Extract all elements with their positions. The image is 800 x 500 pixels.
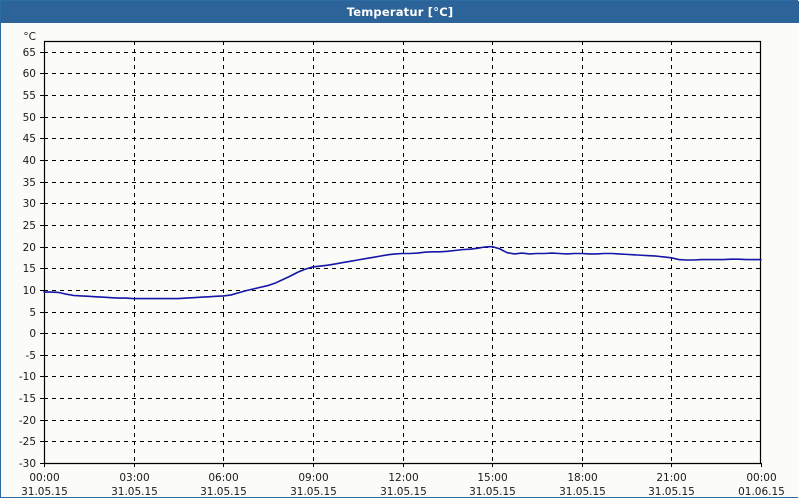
x-axis-tick-label: 12:00 <box>388 472 418 484</box>
y-axis-tick-label: 45 <box>23 133 36 145</box>
y-axis-tick-labels: 65605550454035302520151050-5-10-15-20-25… <box>19 47 36 470</box>
x-axis-tick-sublabel: 31.05.15 <box>200 486 247 497</box>
y-axis-tick-label: -30 <box>19 458 36 470</box>
y-axis-unit-label-text: °C <box>23 31 36 43</box>
axis-lines <box>43 40 762 465</box>
y-axis-unit-label: °C <box>23 31 36 43</box>
x-axis-tick-sublabel: 31.05.15 <box>648 486 695 497</box>
y-axis-tick-label: 40 <box>23 155 36 167</box>
y-axis-tick-label: 15 <box>23 263 36 275</box>
vertical-gridlines <box>134 41 672 463</box>
x-axis-tick-sublabel: 31.05.15 <box>559 486 606 497</box>
x-axis-tick-label: 00:00 <box>746 472 776 484</box>
y-axis-tick-label: 30 <box>23 198 36 210</box>
temperature-line-chart: 65605550454035302520151050-5-10-15-20-25… <box>19 31 785 497</box>
x-axis-tick-sublabel: 31.05.15 <box>290 486 337 497</box>
y-axis-tick-label: 25 <box>23 220 36 232</box>
y-axis-tick-label: 55 <box>23 90 36 102</box>
x-axis-tick-label: 21:00 <box>656 472 686 484</box>
y-axis-tick-label: -20 <box>19 415 36 427</box>
window-title-bar: Temperatur [°C] <box>1 1 799 23</box>
series-path-temperatur <box>43 245 762 300</box>
y-axis-tick-label: 0 <box>29 328 36 340</box>
x-axis-tick-sublabel: 31.05.15 <box>380 486 427 497</box>
chart-plot-container: 65 60 55 50 45 40 35 30 25 20 15 10 5 0 -5 -10 -15 -20 -25… <box>1 23 799 497</box>
y-axis-tick-label: 50 <box>23 112 36 124</box>
x-axis-tick-label: 15:00 <box>477 472 507 484</box>
x-axis-tick-label: 09:00 <box>298 472 328 484</box>
x-axis-tick-sublabel: 01.06.15 <box>738 486 785 497</box>
x-axis-tick-sublabel: 31.05.15 <box>469 486 516 497</box>
y-axis-tick-label: 60 <box>23 68 36 80</box>
temperature-series-line <box>43 245 762 300</box>
y-axis-tick-label: -25 <box>19 436 36 448</box>
y-axis-tick-label: 20 <box>23 242 36 254</box>
x-axis-tick-labels: 00:00 31.05.15 03:00 31.05.15 06:00 31.05.15 0… <box>21 472 785 497</box>
x-axis-tick-sublabel: 31.05.15 <box>111 486 158 497</box>
y-axis-tick-label: 10 <box>23 285 36 297</box>
y-axis-tick-label: -15 <box>19 393 36 405</box>
page-title: Temperatur [°C] <box>346 5 454 19</box>
x-axis-tick-label: 03:00 <box>119 472 149 484</box>
horizontal-gridlines <box>44 52 761 442</box>
x-axis-tick-label: 00:00 <box>29 472 59 484</box>
y-axis-tick-label: 35 <box>23 177 36 189</box>
x-axis-ticks <box>44 463 762 467</box>
y-axis-tick-label: 65 <box>23 47 36 59</box>
y-axis-ticks <box>40 52 44 464</box>
x-axis-tick-sublabel: 31.05.15 <box>21 486 68 497</box>
x-axis-tick-label: 06:00 <box>208 472 238 484</box>
y-axis-tick-label: 5 <box>29 307 36 319</box>
y-axis-tick-label: -5 <box>26 350 36 362</box>
x-axis-tick-label: 18:00 <box>567 472 597 484</box>
y-axis-tick-label: -10 <box>19 371 36 383</box>
